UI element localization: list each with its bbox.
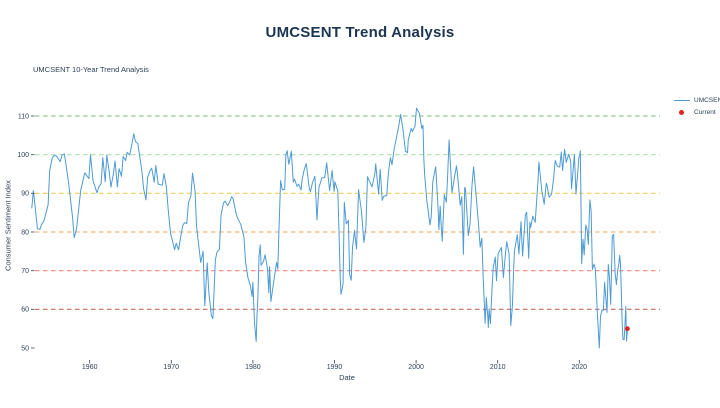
x-tick-label: 2000 — [408, 364, 424, 371]
x-tick-label: 2020 — [572, 364, 588, 371]
y-tick-label: 80 — [21, 229, 29, 236]
legend-item-current: Current — [674, 108, 720, 116]
legend-label: Current — [694, 108, 716, 116]
y-tick-label: 90 — [21, 191, 29, 198]
x-tick-label: 1990 — [327, 364, 343, 371]
page-title: UMCSENT Trend Analysis — [265, 24, 455, 41]
axes-title: UMCSENT 10-Year Trend Analysis — [33, 65, 149, 74]
legend-item-umcsent: UMCSENT — [674, 96, 720, 104]
current-point-marker — [625, 326, 630, 332]
x-tick-label: 1970 — [164, 364, 180, 371]
y-tick-label: 50 — [21, 345, 29, 352]
y-tick-label: 60 — [21, 307, 29, 314]
line-swatch-icon — [674, 99, 690, 101]
y-tick-label: 110 — [18, 113, 29, 120]
x-tick-label: 1960 — [82, 364, 98, 371]
x-tick-label: 1980 — [245, 364, 261, 371]
legend: UMCSENT Current — [674, 96, 720, 116]
y-tick-label: 100 — [17, 152, 29, 159]
series-line-umcsent — [31, 107, 628, 349]
x-axis-label: Date — [339, 373, 355, 382]
y-tick-label: 70 — [21, 268, 29, 275]
x-tick-label: 2010 — [490, 364, 506, 371]
dot-swatch-icon — [679, 109, 684, 115]
legend-label: UMCSENT — [694, 96, 720, 104]
